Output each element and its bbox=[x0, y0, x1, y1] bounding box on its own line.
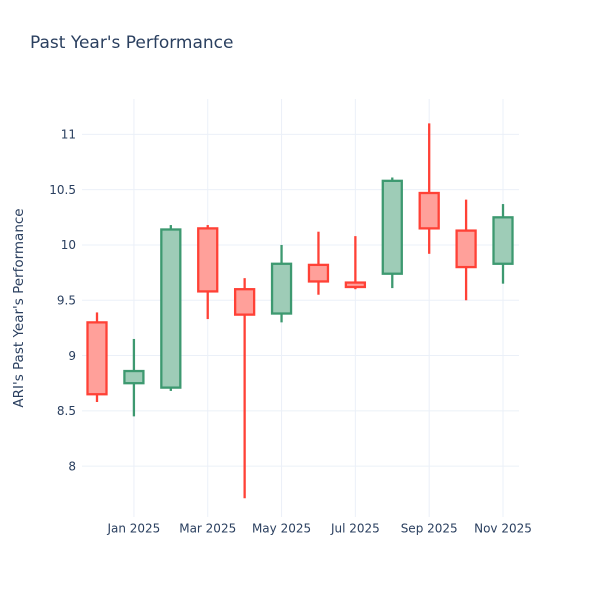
y-tick-label: 9.5 bbox=[57, 293, 76, 307]
candle-body bbox=[86, 321, 108, 396]
candle-body bbox=[344, 281, 367, 289]
y-tick-label: 8.5 bbox=[57, 404, 76, 418]
candle-body bbox=[418, 191, 440, 230]
y-axis-title: ARI's Past Year's Performance bbox=[11, 208, 27, 407]
y-tick-label: 10.5 bbox=[49, 183, 76, 197]
candle-body bbox=[455, 229, 477, 269]
y-tick-label: 10 bbox=[61, 238, 76, 252]
x-tick-label: Sep 2025 bbox=[401, 522, 458, 536]
candle-body bbox=[233, 288, 256, 316]
x-tick-label: Jul 2025 bbox=[330, 522, 380, 536]
candle-body bbox=[270, 262, 293, 315]
y-tick-label: 11 bbox=[61, 128, 76, 142]
y-tick-label: 8 bbox=[68, 459, 76, 473]
y-tick-label: 9 bbox=[68, 349, 76, 363]
x-tick-label: Nov 2025 bbox=[474, 522, 532, 536]
x-tick-label: May 2025 bbox=[252, 522, 311, 536]
candle-body bbox=[197, 227, 219, 293]
candle-body bbox=[307, 263, 330, 283]
x-tick-label: Jan 2025 bbox=[106, 522, 160, 536]
x-tick-label: Mar 2025 bbox=[179, 522, 236, 536]
candle-body bbox=[492, 216, 514, 265]
candle-body bbox=[123, 369, 145, 385]
candle-body bbox=[381, 179, 403, 275]
chart-title: Past Year's Performance bbox=[30, 33, 234, 53]
candle-body bbox=[160, 228, 182, 389]
